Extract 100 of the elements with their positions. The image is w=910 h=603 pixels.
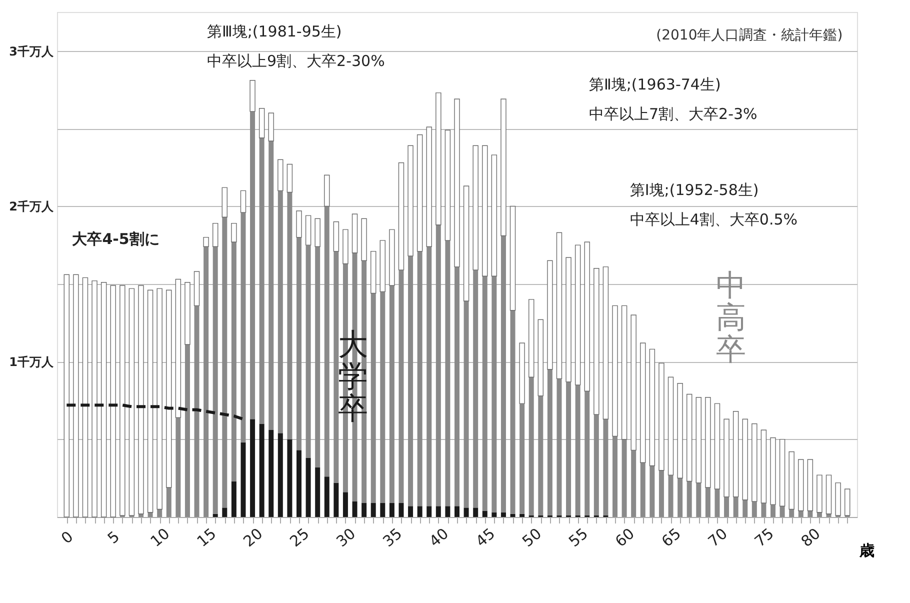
bar bbox=[324, 174, 330, 207]
bar bbox=[733, 496, 738, 517]
bar bbox=[408, 145, 414, 256]
bar bbox=[380, 503, 386, 517]
bar bbox=[305, 215, 312, 246]
annotation: 中卒以上7割、大卒2-3% bbox=[588, 104, 758, 123]
x-tick-label: 40 bbox=[426, 524, 452, 551]
bar bbox=[231, 242, 236, 482]
annotation: 第Ⅱ塊;(1963-74生) bbox=[588, 75, 721, 94]
bar bbox=[714, 403, 720, 490]
x-tick-label: 65 bbox=[658, 524, 684, 551]
bar bbox=[640, 342, 646, 463]
x-tick-label: 5 bbox=[104, 528, 124, 548]
bar bbox=[426, 246, 432, 506]
bar bbox=[259, 424, 264, 517]
bar bbox=[370, 293, 376, 504]
bar bbox=[760, 430, 767, 504]
bar bbox=[556, 232, 562, 380]
bar bbox=[500, 98, 506, 236]
bar bbox=[436, 224, 441, 506]
bar bbox=[602, 266, 609, 420]
bar bbox=[324, 476, 330, 517]
bar bbox=[807, 459, 814, 512]
bar bbox=[110, 285, 116, 518]
bar bbox=[761, 503, 766, 517]
bar bbox=[426, 126, 432, 247]
bar bbox=[184, 282, 190, 345]
annotation: 第Ⅲ塊;(1981-95生) bbox=[206, 22, 342, 40]
bar bbox=[472, 145, 478, 270]
bar bbox=[510, 514, 516, 517]
bar bbox=[612, 436, 618, 517]
bar bbox=[408, 506, 414, 517]
bar bbox=[352, 501, 358, 517]
bar bbox=[464, 508, 469, 517]
annotation: 大卒4-5割に bbox=[72, 230, 160, 248]
bar bbox=[426, 506, 432, 517]
bar bbox=[334, 482, 339, 517]
bar bbox=[212, 222, 218, 247]
bar bbox=[64, 274, 70, 518]
bar bbox=[445, 240, 450, 506]
bar bbox=[621, 305, 628, 440]
annotation: (2010年人口調査・統計年鑑) bbox=[656, 27, 843, 44]
bar bbox=[444, 130, 451, 241]
bar bbox=[816, 474, 822, 513]
bar bbox=[528, 377, 534, 516]
bar bbox=[547, 260, 553, 370]
bar bbox=[630, 314, 636, 451]
bar bbox=[408, 256, 414, 506]
bar bbox=[222, 217, 228, 508]
bar bbox=[268, 140, 274, 430]
bar bbox=[240, 212, 246, 442]
bar bbox=[603, 419, 608, 516]
bar bbox=[268, 430, 274, 517]
bar bbox=[826, 474, 832, 514]
x-tick-label: 45 bbox=[472, 524, 498, 551]
bar bbox=[138, 514, 144, 517]
bar bbox=[705, 487, 710, 517]
bar bbox=[742, 418, 748, 500]
bar bbox=[147, 290, 154, 513]
bar bbox=[296, 210, 302, 238]
bar bbox=[286, 164, 293, 193]
bar bbox=[724, 418, 730, 498]
bar bbox=[417, 251, 422, 506]
bar bbox=[454, 98, 460, 268]
bar bbox=[658, 362, 664, 471]
bar bbox=[436, 506, 441, 517]
bar bbox=[622, 439, 627, 517]
bar bbox=[492, 276, 497, 512]
bar bbox=[342, 492, 348, 517]
bar bbox=[724, 496, 730, 517]
bar bbox=[436, 92, 442, 226]
bar bbox=[584, 391, 590, 516]
bar bbox=[296, 450, 302, 517]
bar bbox=[631, 450, 636, 517]
bar bbox=[362, 503, 367, 517]
bar bbox=[714, 489, 720, 517]
bar bbox=[315, 467, 320, 517]
x-axis-title: 歳 bbox=[858, 542, 874, 560]
bar bbox=[473, 508, 478, 517]
bar bbox=[92, 280, 98, 518]
bar bbox=[306, 458, 311, 517]
bar bbox=[287, 439, 292, 517]
bar bbox=[788, 451, 794, 510]
y-tick-label: 1千万人 bbox=[9, 355, 54, 370]
bar bbox=[649, 348, 656, 466]
bar bbox=[138, 285, 144, 514]
bar bbox=[556, 378, 562, 516]
bar bbox=[594, 414, 599, 516]
bar bbox=[696, 397, 702, 484]
bar bbox=[416, 134, 423, 252]
bar bbox=[742, 500, 748, 517]
bar bbox=[306, 245, 311, 458]
bar bbox=[482, 276, 488, 511]
bar bbox=[389, 503, 394, 517]
bar bbox=[538, 396, 544, 516]
bar bbox=[175, 278, 182, 418]
bar bbox=[176, 418, 181, 517]
bar bbox=[705, 397, 711, 488]
bar bbox=[686, 394, 692, 482]
bar bbox=[398, 503, 404, 517]
